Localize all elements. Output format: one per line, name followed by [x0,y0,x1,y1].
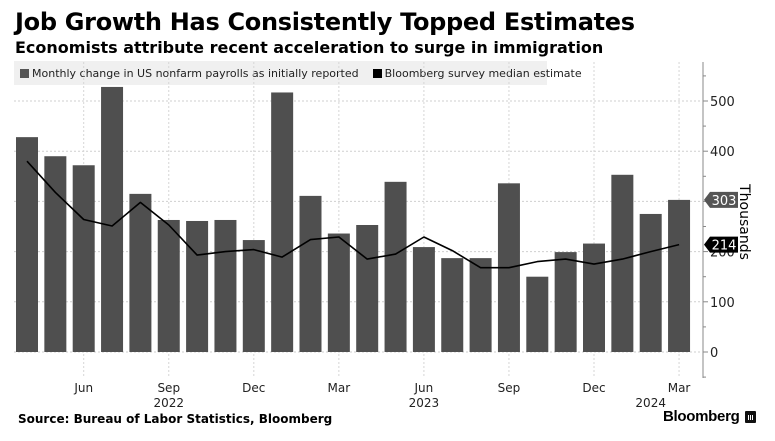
x-tick-label: Sep [157,381,180,395]
bar [16,137,38,352]
y-tick-label: 0 [710,346,718,361]
x-axis: Jun Sep Dec Mar Jun Sep Dec Mar 2022 2023 2024 [73,381,690,410]
x-tick-label: Jun [414,381,434,395]
legend-label-estimate: Bloomberg survey median estimate [384,66,582,80]
line-series [26,160,680,269]
end-labels: 303 214 [704,191,738,254]
bar [186,220,209,352]
y-axis-label: Thousands [736,183,752,260]
x-tick-label: Dec [242,381,265,395]
y-tick-label: 200 [710,246,735,261]
bar [668,199,691,352]
bar [101,86,124,352]
x-year-label: 2022 [153,396,184,410]
bloomberg-chart-icon [745,410,757,423]
bar [497,183,520,352]
legend-swatch-bar-icon [20,68,29,78]
x-tick-label: Mar [328,381,351,395]
bar [242,240,265,352]
line-end-label-text: 214 [712,239,737,254]
x-tick-label: Dec [582,381,605,395]
bar [583,243,605,352]
bar [327,233,350,352]
bar [271,92,294,352]
bar [72,165,95,352]
bar [356,224,379,352]
chart-title: Job Growth Has Consistently Topped Estim… [15,8,635,36]
bar [526,276,549,352]
bar [441,258,464,352]
legend-swatch-line-icon [372,68,382,78]
line-end-label: 214 [704,236,738,254]
bar [412,247,435,352]
legend-item-payrolls: Monthly change in US nonfarm payrolls as… [20,67,359,80]
bar-end-label-badge [704,191,738,208]
y-tick-label: 400 [710,145,735,160]
bar [384,181,407,352]
bar [157,219,180,352]
line-end-label-badge [704,236,738,253]
gridlines [14,62,702,378]
legend-item-estimate: Bloomberg survey median estimate [372,66,582,80]
bar-series [16,86,691,352]
x-tick-label: Mar [668,381,691,395]
bar [469,258,492,352]
legend-label-payrolls: Monthly change in US nonfarm payrolls as… [32,66,359,80]
x-year-label: 2024 [635,396,666,410]
y-tick-label: 500 [710,95,735,110]
chart-subtitle: Economists attribute recent acceleration… [15,38,604,57]
x-tick-label: Sep [498,381,521,395]
x-tick-label: Jun [73,381,93,395]
source-note: Source: Bureau of Labor Statistics, Bloo… [18,412,333,426]
y-tick-label: 100 [710,296,735,311]
y-tick-label: 300 [710,195,735,210]
bloomberg-logo: Bloomberg [663,408,757,425]
bar [299,195,322,352]
bar [129,193,152,352]
estimate-line [26,160,680,269]
bar-end-label: 303 [704,191,738,209]
bar [639,213,662,352]
brand-text: Bloomberg [663,408,740,425]
bar [554,252,577,352]
bar [611,174,634,352]
bar-end-label-text: 303 [712,194,737,209]
y-axis: 0 100 200 300 400 500 [702,62,735,378]
legend: Monthly change in US nonfarm payrolls as… [14,61,582,85]
bar [44,156,67,352]
bar [214,219,237,352]
x-year-label: 2023 [409,396,440,410]
